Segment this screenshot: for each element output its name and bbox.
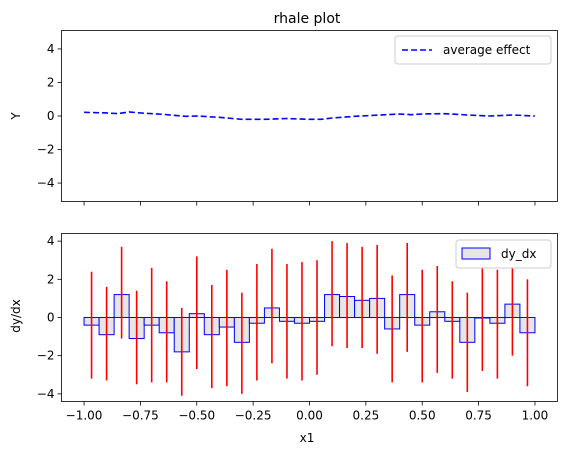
- average-effect-line: [84, 111, 535, 121]
- top-y-tick-label: −4: [37, 176, 55, 190]
- bottom-x-tick-label: −1.00: [66, 409, 103, 423]
- bottom-legend-label: dy_dx: [501, 247, 536, 261]
- top-axes-frame: [61, 30, 558, 202]
- bottom-y-axis-label: dy/dx: [9, 299, 23, 332]
- bottom-x-tick-label: 0.25: [353, 409, 380, 423]
- top-y-ticks: −4 −2 0 2 4: [37, 42, 62, 190]
- bottom-y-tick-label: 0: [47, 311, 55, 325]
- top-series: [84, 111, 535, 121]
- bottom-x-tick-label: 1.00: [522, 409, 549, 423]
- bottom-x-tick-label: 0.00: [296, 409, 323, 423]
- bottom-y-tick-label: 4: [47, 234, 55, 248]
- top-y-tick-label: −2: [37, 143, 55, 157]
- bottom-y-ticks: −4 −2 0 2 4: [37, 234, 62, 401]
- bottom-y-tick-label: 2: [47, 272, 55, 286]
- top-y-tick-label: 4: [47, 42, 55, 56]
- bottom-legend-box: [455, 239, 552, 269]
- dy-dx-legend-swatch: [461, 247, 491, 260]
- bottom-x-tick-label: 0.75: [465, 409, 492, 423]
- bottom-panel: dy/dx x1 −4 −2 0 2 4 −1.00 −0.75 −0.50 −0.25 0.0…: [9, 233, 558, 445]
- bottom-x-ticks: −1.00 −0.75 −0.50 −0.25 0.00 0.25 0.50 0.75 1.00: [66, 401, 549, 423]
- bottom-y-tick-label: −2: [37, 349, 55, 363]
- bottom-series: [83, 241, 536, 396]
- bottom-x-tick-label: 0.50: [409, 409, 436, 423]
- bottom-legend: dy_dx: [455, 239, 552, 269]
- bottom-axes-frame: [61, 233, 558, 402]
- top-legend: average effect: [394, 35, 552, 65]
- top-y-tick-label: 0: [47, 109, 55, 123]
- bottom-x-tick-label: −0.25: [235, 409, 272, 423]
- top-panel: rhale plot Y −4 −2 0 2 4 average effect: [9, 11, 558, 206]
- top-legend-label: average effect: [443, 43, 531, 57]
- top-legend-box: [394, 35, 552, 65]
- top-chart-title: rhale plot: [274, 11, 341, 27]
- bottom-y-tick-label: −4: [37, 387, 55, 401]
- bottom-x-axis-label: x1: [300, 431, 315, 445]
- top-x-ticks: [83, 201, 536, 206]
- bottom-x-tick-label: −0.50: [178, 409, 215, 423]
- top-y-tick-label: 2: [47, 75, 55, 89]
- top-y-axis-label: Y: [9, 112, 23, 121]
- bottom-x-tick-label: −0.75: [122, 409, 159, 423]
